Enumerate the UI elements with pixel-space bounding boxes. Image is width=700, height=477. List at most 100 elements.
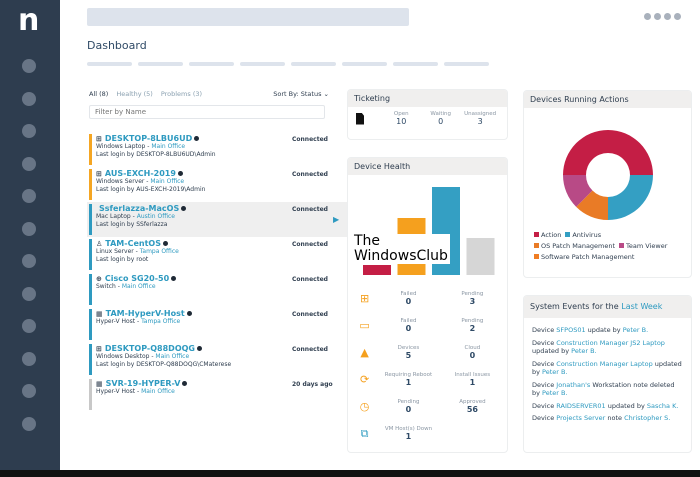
device-name-link[interactable]: Ssferlazza-MacOS [99, 204, 180, 213]
location-link[interactable]: Main Office [150, 178, 185, 185]
tab-placeholder[interactable] [240, 62, 285, 66]
search-bar-placeholder[interactable] [87, 8, 409, 26]
health-stat[interactable]: Devices 5 [397, 345, 420, 360]
tab-placeholder[interactable] [87, 62, 132, 66]
health-stat[interactable]: Approved 56 [459, 399, 486, 414]
device-name-link[interactable]: DESKTOP-Q88DOQG [104, 344, 195, 353]
sidebar-nav-item[interactable] [22, 124, 36, 138]
event-link[interactable]: Construction Manager Laptop [556, 359, 653, 368]
location-link[interactable]: Main Office [121, 283, 156, 290]
tab-placeholder[interactable] [291, 62, 336, 66]
more-options-icon[interactable] [644, 13, 681, 20]
health-stat[interactable]: Failed 0 [400, 291, 417, 306]
legend-item[interactable]: OS Patch Management [534, 242, 615, 250]
info-icon[interactable] [177, 171, 183, 176]
sidebar-nav-item[interactable] [22, 189, 36, 203]
health-stat[interactable]: Install Issues 1 [454, 372, 491, 387]
ticket-open[interactable]: Open 10 [393, 111, 409, 126]
sidebar-nav-item[interactable] [22, 221, 36, 236]
health-stat[interactable]: Pending 0 [397, 399, 420, 414]
event-link[interactable]: Christopher S. [624, 414, 671, 422]
sidebar-nav-item[interactable] [22, 59, 36, 73]
location-link[interactable]: Main Office [151, 143, 186, 150]
health-stat[interactable]: Requiring Reboot 1 [384, 372, 433, 387]
device-list-item[interactable]: ♙ TAM-CentOS Linux Server - Tampa Office … [87, 237, 347, 272]
tab-placeholder[interactable] [444, 62, 489, 66]
sidebar-nav-item[interactable] [22, 351, 36, 366]
location-link[interactable]: Main Office [155, 353, 190, 360]
filter-all[interactable]: All (8) [89, 90, 109, 98]
event-link[interactable]: Peter B. [542, 389, 568, 397]
health-stat[interactable]: Cloud 0 [464, 345, 481, 360]
health-bar[interactable] [466, 238, 495, 275]
legend-item[interactable]: Action [534, 231, 561, 239]
sidebar-nav-item[interactable] [22, 319, 36, 333]
health-bar[interactable] [363, 265, 391, 275]
sidebar-nav-item[interactable] [22, 254, 36, 268]
tab-placeholder[interactable] [342, 62, 387, 66]
device-name-link[interactable]: AUS-EXCH-2019 [104, 169, 176, 178]
health-stat[interactable]: Pending 3 [461, 291, 484, 306]
location-link[interactable]: Main Office [141, 388, 175, 395]
device-list-item[interactable]: ▦ SVR-19-HYPER-V Hyper-V Host - Main Offi… [87, 377, 347, 412]
device-name-link[interactable]: TAM-HyperV-Host [105, 309, 185, 318]
info-icon[interactable] [194, 136, 200, 141]
legend-item[interactable]: Team Viewer [619, 242, 667, 250]
tab-placeholder[interactable] [138, 62, 183, 66]
donut-slice[interactable] [563, 130, 653, 175]
donut-slice[interactable] [563, 175, 593, 207]
location-link[interactable]: Austin Office [136, 213, 175, 220]
location-link[interactable]: Tampa Office [139, 248, 179, 255]
sort-dropdown[interactable]: Sort By: Status ⌄ [273, 90, 329, 98]
event-link[interactable]: Peter B. [571, 347, 597, 355]
info-icon[interactable] [196, 346, 202, 351]
sidebar-nav-item[interactable] [22, 416, 36, 431]
health-stat[interactable]: Failed 0 [400, 318, 417, 333]
device-list-item[interactable]: ⊞ DESKTOP-8LBU6UD Windows Laptop - Main O… [87, 132, 347, 167]
device-list-item[interactable]: ⊕ Cisco SG20-50 Switch - Main Office Conn… [87, 272, 347, 307]
event-link[interactable]: Peter B. [542, 368, 568, 376]
tab-placeholder[interactable] [393, 62, 438, 66]
event-link[interactable]: Jonathan's [556, 380, 591, 389]
donut-slice[interactable] [608, 175, 653, 220]
device-list-item[interactable]: ▦ TAM-HyperV-Host Hyper-V Host - Tampa Of… [87, 307, 347, 342]
device-name-link[interactable]: SVR-19-HYPER-V [105, 379, 181, 388]
ticket-waiting[interactable]: Waiting 0 [430, 111, 452, 126]
sidebar-nav-item[interactable] [22, 156, 36, 171]
event-link[interactable]: Peter B. [622, 326, 649, 334]
device-name-link[interactable]: Cisco SG20-50 [104, 274, 170, 283]
health-stat[interactable]: Pending 2 [461, 318, 484, 333]
ticket-unassigned[interactable]: Unassigned 3 [464, 111, 497, 126]
health-stat[interactable]: VM Host(s) Down 1 [384, 426, 433, 441]
sidebar-nav-item[interactable] [22, 286, 36, 301]
last-week-link[interactable]: Last Week [621, 302, 663, 311]
legend-item[interactable]: Software Patch Management [534, 253, 634, 261]
device-name-link[interactable]: TAM-CentOS [105, 239, 161, 248]
filter-healthy[interactable]: Healthy (5) [116, 90, 153, 98]
event-link[interactable]: Projects Server [556, 414, 606, 422]
filter-problems[interactable]: Problems (3) [160, 90, 203, 98]
legend-item[interactable]: Antivirus [565, 231, 601, 239]
filter-input[interactable] [89, 105, 325, 119]
sidebar-nav-item[interactable] [22, 384, 36, 398]
event-link[interactable]: SFPOS01 [556, 326, 586, 334]
expand-arrow-icon[interactable]: ▶ [333, 215, 340, 224]
info-icon[interactable] [171, 276, 177, 281]
info-icon[interactable] [182, 381, 188, 386]
sidebar-nav-item[interactable] [22, 91, 36, 106]
status-bar [89, 309, 92, 340]
event-text: Device [532, 326, 557, 334]
device-list-item[interactable]: ⊞ DESKTOP-Q88DOQG Windows Desktop - Main … [87, 342, 347, 377]
info-icon[interactable] [181, 206, 187, 211]
event-link[interactable]: Construction Manager JS2 Laptop [556, 338, 665, 347]
device-list-item[interactable]: ⊞ AUS-EXCH-2019 Windows Server - Main Off… [87, 167, 347, 202]
donut-slice[interactable] [576, 190, 608, 220]
tab-placeholder[interactable] [189, 62, 234, 66]
event-link[interactable]: Sascha K. [646, 401, 679, 410]
info-icon[interactable] [162, 241, 168, 246]
device-name-link[interactable]: DESKTOP-8LBU6UD [104, 134, 193, 143]
info-icon[interactable] [186, 311, 192, 316]
location-link[interactable]: Tampa Office [141, 318, 181, 325]
device-list-item[interactable]: Ssferlazza-MacOS Mac Laptop - Austin Off… [87, 202, 347, 237]
event-link[interactable]: RAIDSERVER01 [556, 401, 606, 410]
